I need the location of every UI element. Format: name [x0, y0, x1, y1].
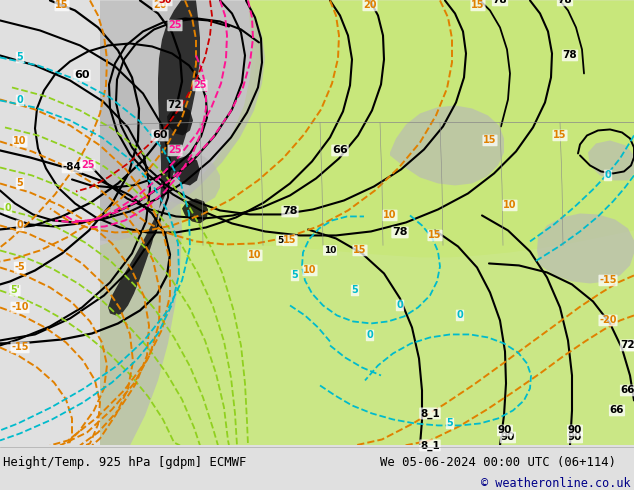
- Text: -5: -5: [15, 263, 25, 272]
- Text: 5: 5: [292, 270, 299, 280]
- Text: 90: 90: [568, 425, 582, 436]
- Text: 78: 78: [493, 0, 507, 5]
- Polygon shape: [167, 105, 193, 135]
- Text: 10: 10: [503, 200, 517, 210]
- Text: 20: 20: [153, 0, 167, 10]
- Text: 15: 15: [553, 130, 567, 141]
- Text: 78: 78: [392, 227, 408, 238]
- Text: 25: 25: [81, 160, 94, 171]
- Text: -15: -15: [11, 343, 29, 352]
- Text: 15: 15: [428, 230, 442, 241]
- Text: Height/Temp. 925 hPa [gdpm] ECMWF: Height/Temp. 925 hPa [gdpm] ECMWF: [3, 456, 247, 469]
- Polygon shape: [108, 0, 200, 316]
- Text: 20: 20: [363, 0, 377, 10]
- Text: 10: 10: [383, 210, 397, 221]
- Text: 5: 5: [446, 418, 453, 428]
- Polygon shape: [390, 105, 504, 185]
- Text: 78: 78: [282, 206, 298, 217]
- Text: 0: 0: [16, 220, 23, 230]
- Polygon shape: [100, 0, 634, 445]
- Text: 66: 66: [621, 386, 634, 395]
- Text: 5: 5: [352, 286, 358, 295]
- Polygon shape: [100, 0, 182, 445]
- Polygon shape: [100, 0, 634, 257]
- Text: -84: -84: [63, 163, 81, 172]
- Text: 15: 15: [55, 0, 68, 10]
- Text: 90: 90: [568, 433, 582, 442]
- Text: 0: 0: [16, 96, 23, 105]
- Text: 90: 90: [498, 425, 512, 436]
- Polygon shape: [0, 0, 100, 445]
- Text: 66: 66: [332, 146, 348, 155]
- Text: 10: 10: [249, 250, 262, 261]
- Text: 25: 25: [168, 146, 182, 155]
- Text: 10: 10: [13, 136, 27, 147]
- Polygon shape: [138, 152, 220, 205]
- Text: 0: 0: [4, 203, 11, 214]
- Text: -10: -10: [11, 302, 29, 313]
- Polygon shape: [588, 141, 634, 180]
- Text: 8_1: 8_1: [420, 441, 440, 451]
- Text: We 05-06-2024 00:00 UTC (06+114): We 05-06-2024 00:00 UTC (06+114): [380, 456, 616, 469]
- Text: 66: 66: [610, 405, 624, 416]
- Text: 72: 72: [626, 341, 634, 350]
- Text: 60: 60: [74, 71, 90, 80]
- Polygon shape: [100, 0, 265, 242]
- Text: 15: 15: [353, 245, 366, 255]
- Text: 0: 0: [397, 300, 403, 311]
- Polygon shape: [182, 198, 208, 223]
- Text: 78: 78: [558, 0, 573, 5]
- Text: 25: 25: [168, 21, 182, 30]
- Text: 15: 15: [283, 236, 297, 245]
- Text: 90: 90: [501, 433, 515, 442]
- Polygon shape: [173, 155, 200, 185]
- Text: 0: 0: [366, 330, 373, 341]
- Text: 0: 0: [456, 311, 463, 320]
- Text: -15: -15: [599, 275, 617, 286]
- Text: 15: 15: [471, 0, 485, 10]
- Text: 25: 25: [193, 80, 207, 91]
- Text: 72: 72: [621, 341, 634, 350]
- Text: 10: 10: [324, 246, 336, 255]
- Text: 30: 30: [158, 0, 172, 5]
- Text: 0: 0: [605, 171, 611, 180]
- Text: -20: -20: [599, 316, 617, 325]
- Text: 10: 10: [303, 266, 317, 275]
- Polygon shape: [537, 214, 634, 283]
- Text: 5': 5': [10, 286, 20, 295]
- Text: 8_1: 8_1: [420, 408, 440, 418]
- Text: 5: 5: [277, 236, 283, 245]
- Text: 72: 72: [167, 100, 183, 110]
- Text: 5: 5: [16, 52, 23, 62]
- Text: © weatheronline.co.uk: © weatheronline.co.uk: [481, 477, 631, 490]
- Text: 5: 5: [16, 178, 23, 189]
- Text: 15: 15: [483, 135, 497, 146]
- Text: 78: 78: [563, 50, 578, 60]
- Text: 60: 60: [152, 130, 168, 141]
